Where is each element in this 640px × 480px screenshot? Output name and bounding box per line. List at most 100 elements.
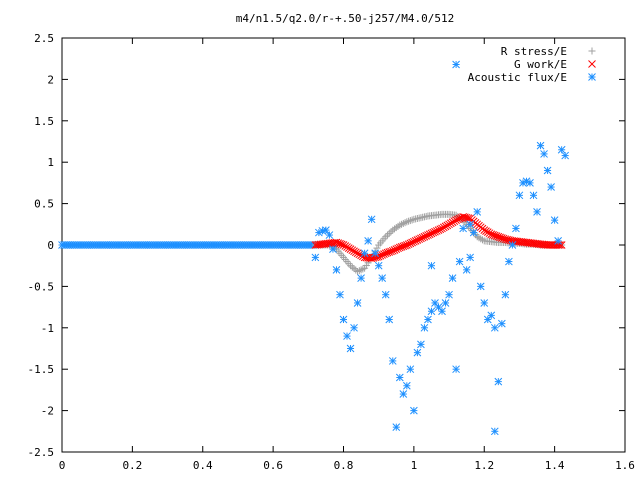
data-point xyxy=(466,253,475,262)
y-tick-label: 2 xyxy=(47,73,54,86)
y-tick-label: -0.5 xyxy=(28,280,55,293)
data-point xyxy=(427,307,436,316)
axis-ticks: 0 0.2 0.4 0.6 0.8 1 1.2 1.4 1.6 2.5 2 1.5 1 0.5 0 -0.5 -… xyxy=(28,32,635,472)
data-point xyxy=(476,282,485,291)
data-point xyxy=(448,274,457,282)
data-point xyxy=(439,223,448,232)
data-point xyxy=(438,224,446,233)
data-point xyxy=(383,231,391,239)
acoustic-flux-baseline xyxy=(58,241,318,249)
data-point xyxy=(410,406,418,415)
data-point xyxy=(357,274,365,282)
data-point xyxy=(490,323,499,332)
data-point xyxy=(420,323,429,332)
data-point xyxy=(343,243,351,251)
data-point xyxy=(417,340,425,349)
data-point xyxy=(408,216,416,224)
data-point xyxy=(455,257,464,266)
data-point xyxy=(311,253,320,262)
data-point xyxy=(406,365,415,374)
data-point xyxy=(394,222,402,230)
data-point xyxy=(392,423,401,432)
x-tick-label: 1.4 xyxy=(545,459,565,472)
series-1 xyxy=(311,212,566,263)
data-point xyxy=(427,261,436,270)
data-point xyxy=(543,166,552,175)
data-point xyxy=(388,357,397,365)
data-point xyxy=(350,247,358,256)
data-point xyxy=(339,315,348,324)
data-point xyxy=(487,311,496,320)
data-point xyxy=(391,225,399,233)
data-point xyxy=(389,226,397,234)
data-point xyxy=(378,274,387,282)
y-tick-label: 0 xyxy=(47,239,54,252)
y-tick-label: 1.5 xyxy=(34,115,54,128)
data-point xyxy=(483,228,492,237)
data-point xyxy=(448,218,457,227)
data-point xyxy=(371,249,380,258)
data-point xyxy=(398,220,406,228)
y-tick-label: -2 xyxy=(41,405,54,418)
chart-title: m4/n1.5/q2.0/r-+.50-j257/M4.0/512 xyxy=(236,12,455,25)
y-tick-label: -1.5 xyxy=(28,363,55,376)
data-point xyxy=(403,218,411,226)
data-point xyxy=(446,219,455,228)
data-point xyxy=(367,215,376,224)
data-point xyxy=(357,266,365,274)
data-point xyxy=(424,315,432,324)
data-point xyxy=(396,221,404,229)
data-point xyxy=(452,365,460,374)
data-point xyxy=(402,381,411,390)
data-point xyxy=(347,262,355,270)
data-point xyxy=(336,290,344,299)
data-point xyxy=(494,377,503,386)
data-point xyxy=(373,244,381,252)
data-point xyxy=(462,265,471,274)
data-point xyxy=(392,224,400,232)
data-point xyxy=(355,267,363,275)
data-point xyxy=(399,219,407,227)
data-point xyxy=(406,217,414,225)
data-point xyxy=(445,290,453,299)
data-point xyxy=(464,214,473,222)
x-tick-label: 1.6 xyxy=(615,459,635,472)
data-marks xyxy=(58,60,570,436)
data-point xyxy=(353,299,362,307)
data-point xyxy=(315,228,323,237)
data-point xyxy=(354,267,362,275)
data-point xyxy=(490,427,499,436)
data-point xyxy=(501,290,510,299)
data-point xyxy=(385,229,393,237)
data-point xyxy=(353,249,362,258)
x-tick-label: 0.6 xyxy=(263,459,283,472)
legend-marker xyxy=(588,73,596,81)
data-point xyxy=(359,265,367,273)
data-point xyxy=(515,191,524,200)
data-point xyxy=(364,237,372,245)
data-point xyxy=(387,228,395,236)
y-tick-label: 0.5 xyxy=(34,198,54,211)
data-point xyxy=(561,151,570,160)
data-point xyxy=(341,242,350,250)
series-2 xyxy=(311,60,570,436)
data-point xyxy=(339,241,348,249)
data-point xyxy=(480,299,489,307)
data-point xyxy=(512,224,520,233)
data-point xyxy=(382,233,390,241)
data-point xyxy=(399,390,408,398)
data-point xyxy=(374,261,383,270)
data-point xyxy=(325,231,334,239)
data-point xyxy=(405,217,413,225)
legend-label: G work/E xyxy=(514,58,567,71)
data-point xyxy=(550,216,559,225)
data-point xyxy=(346,245,355,253)
data-point xyxy=(473,233,481,241)
data-point xyxy=(497,319,506,328)
x-tick-label: 0.4 xyxy=(193,459,213,472)
data-point xyxy=(351,248,360,257)
x-tick-label: 1 xyxy=(411,459,418,472)
data-point xyxy=(350,265,358,273)
